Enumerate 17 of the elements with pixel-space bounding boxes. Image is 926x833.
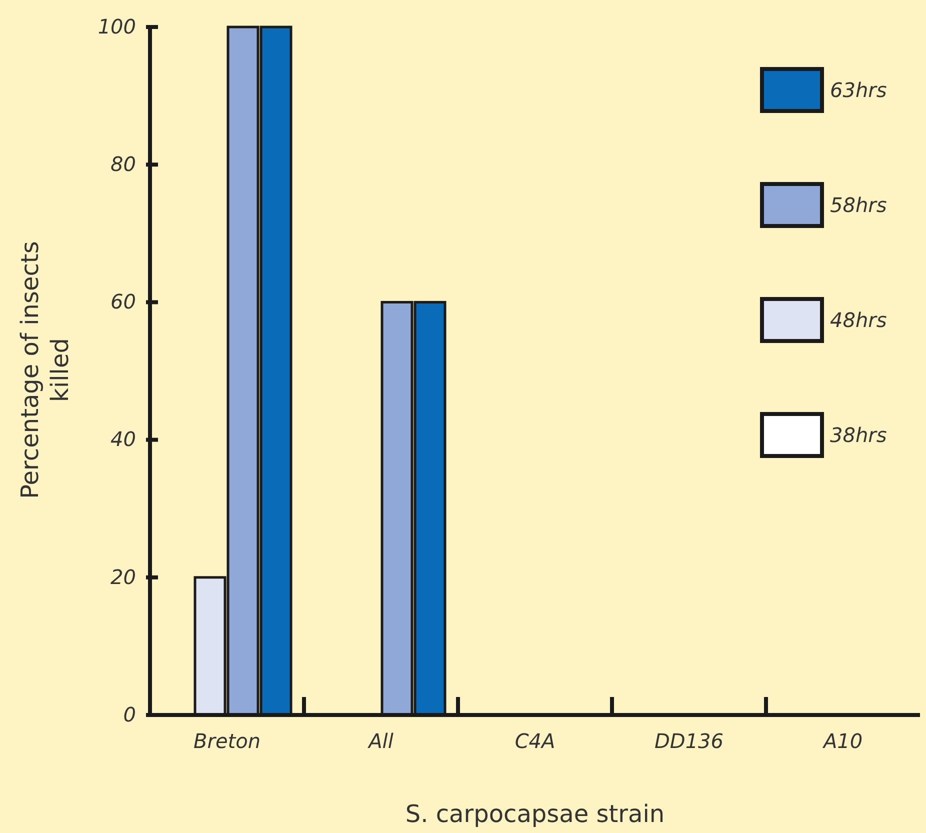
x-tick-label: A10 [821, 729, 863, 753]
x-axis-title: S. carpocapsae strain [405, 800, 665, 828]
y-tick-label: 20 [110, 564, 136, 589]
y-axis-title: Percentage of insects killed [16, 241, 74, 499]
y-tick-label: 80 [110, 152, 136, 176]
x-tick-label: Breton [193, 729, 261, 753]
x-tick-label: C4A [514, 729, 556, 753]
y-tick-label: 0 [123, 702, 136, 726]
y-tick-label: 100 [98, 14, 136, 38]
legend-label: 63hrs [830, 78, 887, 102]
legend-label: 38hrs [830, 423, 887, 447]
y-tick-label: 60 [110, 290, 136, 314]
legend-label: 58hrs [830, 193, 887, 217]
x-tick-label: All [366, 729, 394, 753]
legend-label: 48hrs [830, 308, 887, 332]
x-tick-label: DD136 [654, 729, 724, 753]
y-tick-label: 40 [110, 427, 136, 452]
